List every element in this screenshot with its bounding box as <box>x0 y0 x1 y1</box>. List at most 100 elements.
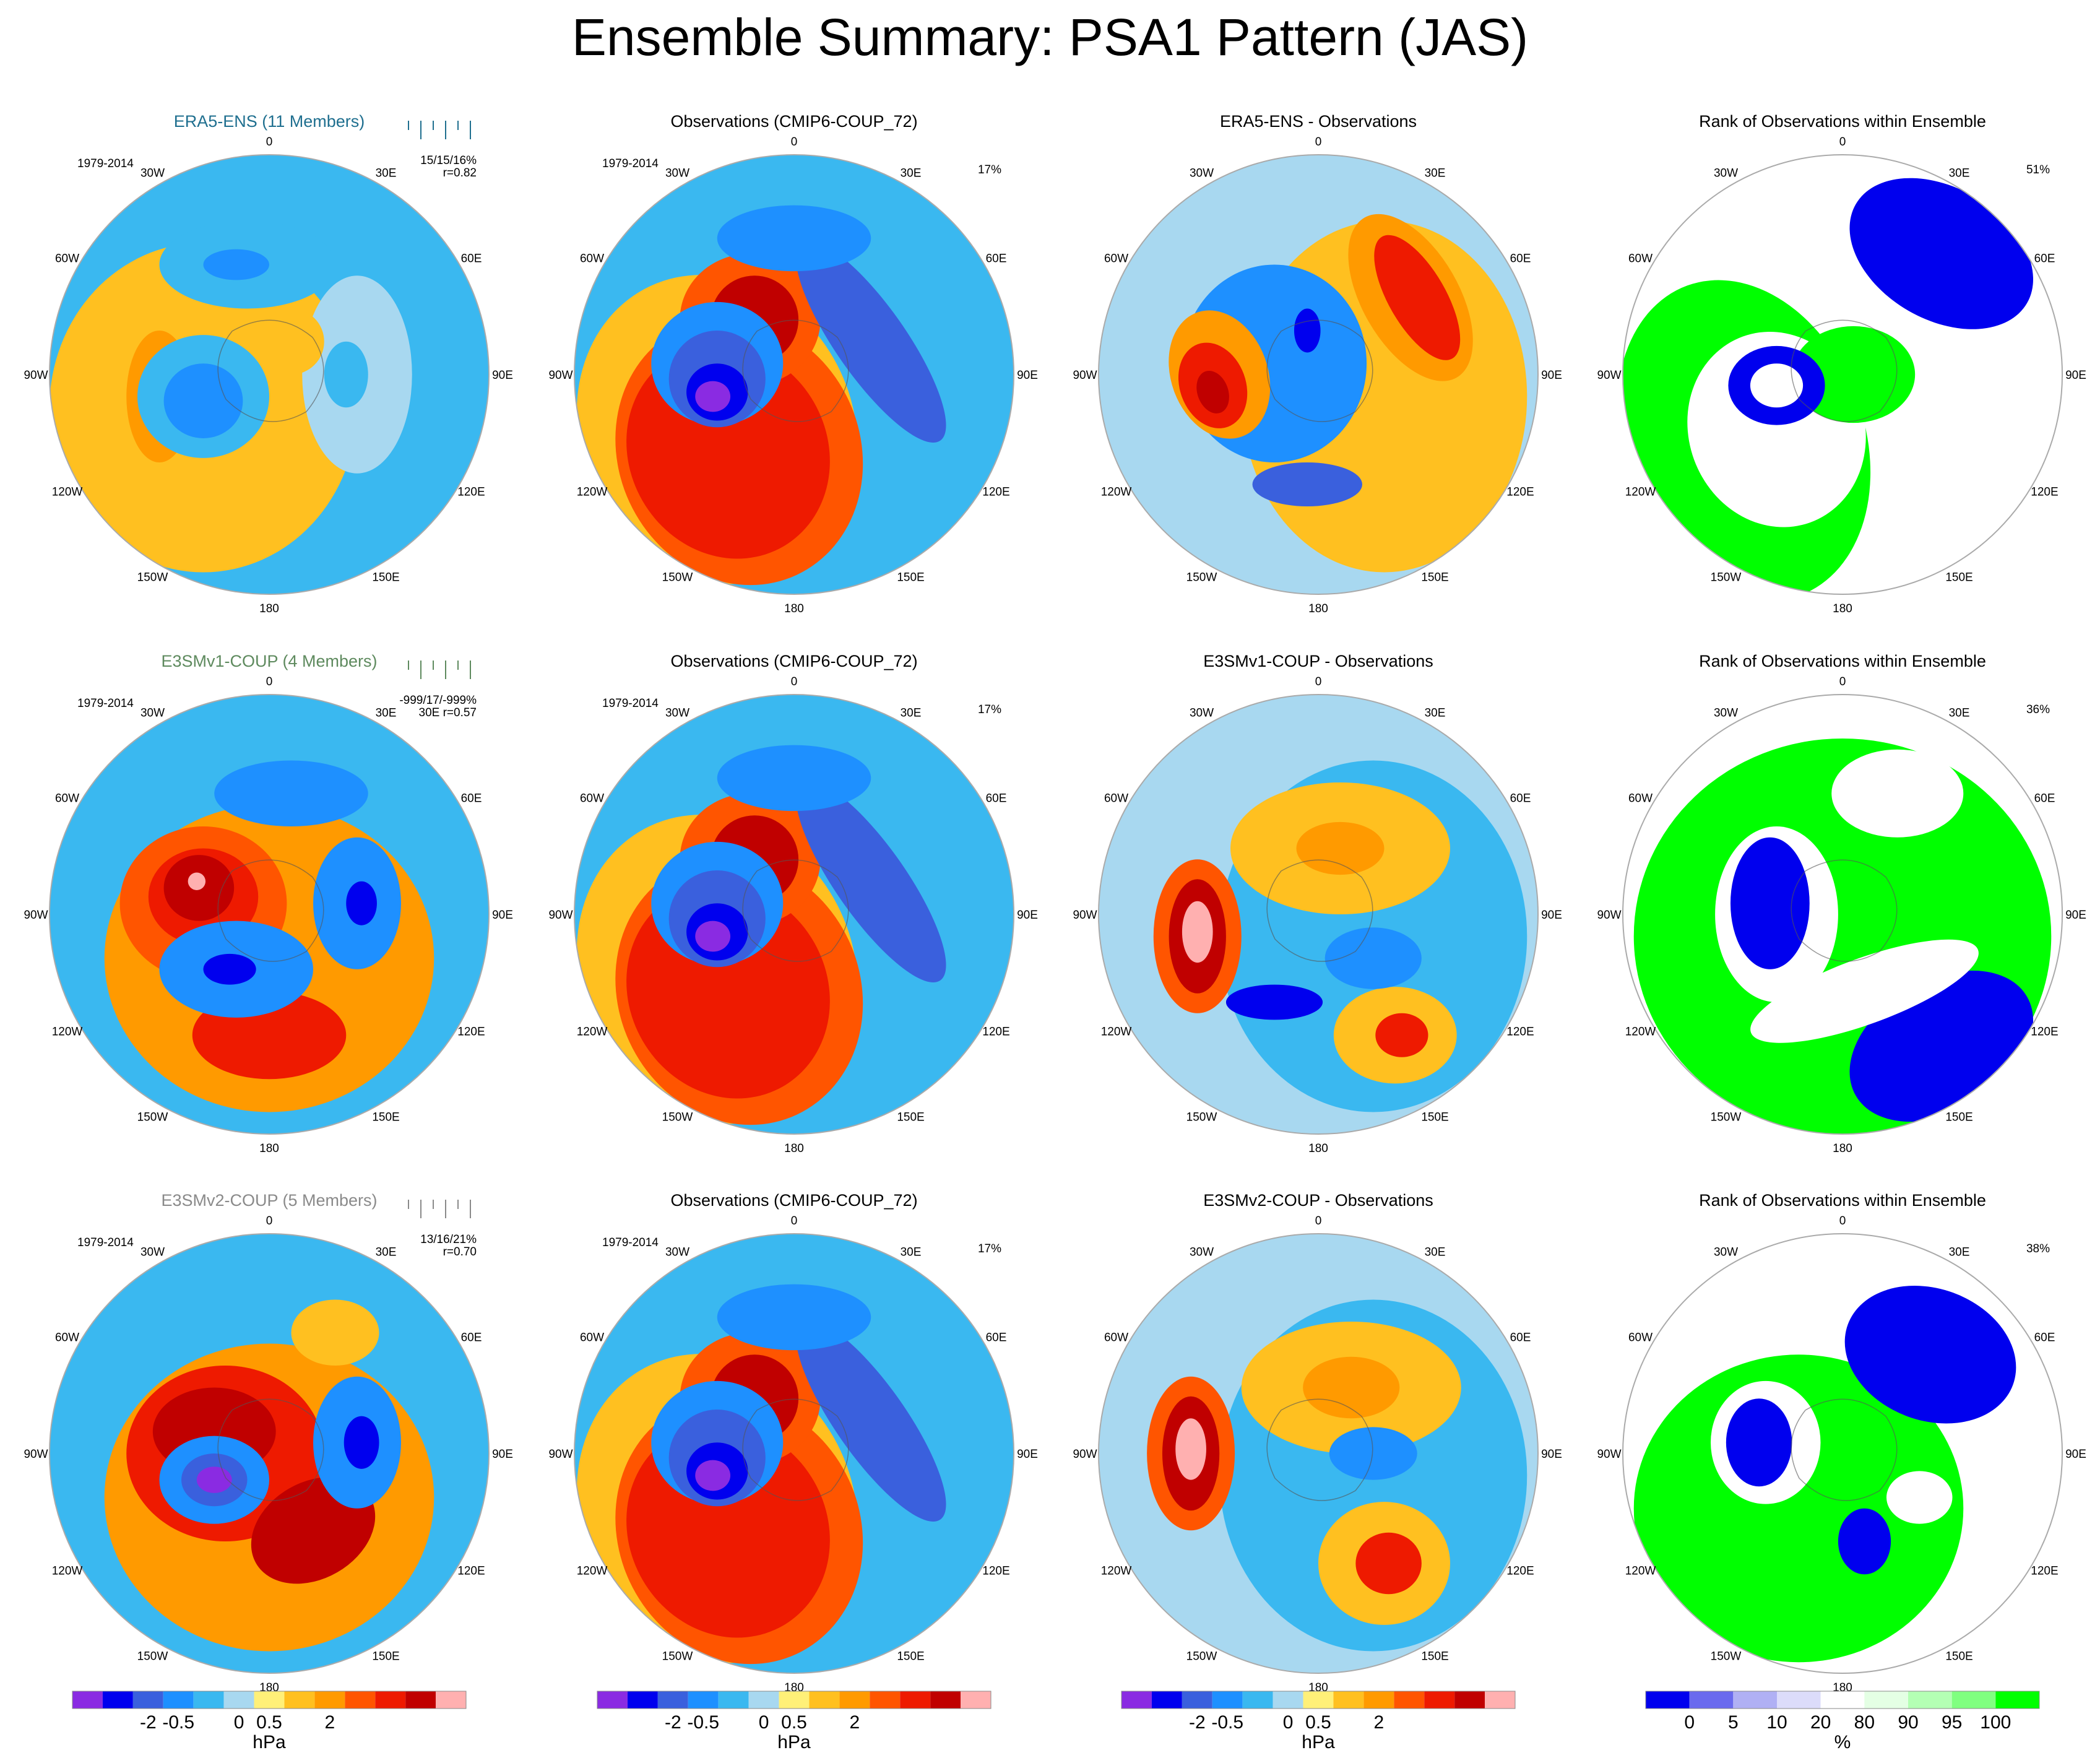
map-panel-r1-c0 <box>50 695 489 1134</box>
lon-label: 120E <box>1506 1565 1534 1578</box>
map-panel-r0-c2 <box>1099 155 1538 594</box>
map-panel-r2-c0 <box>50 1234 489 1673</box>
lon-label: 60W <box>55 253 79 266</box>
lon-label: 120E <box>1506 486 1534 499</box>
lon-label: 120E <box>457 1565 485 1578</box>
map-boundary <box>574 694 1014 1135</box>
lon-label: 120E <box>982 1565 1009 1578</box>
colorbar-tick-label: 0 <box>1684 1712 1695 1733</box>
lon-label: 30E <box>376 167 397 180</box>
lon-label: 30W <box>665 167 689 180</box>
lon-label: 120E <box>2031 1026 2058 1039</box>
ensemble-title: ERA5-ENS (11 Members) <box>174 112 365 131</box>
colorbar-swatch <box>1454 1691 1485 1709</box>
lon-label: 30E <box>1949 1246 1970 1259</box>
lon-label: 90E <box>2065 909 2086 922</box>
colorbar-swatch <box>1303 1691 1334 1709</box>
lon-label: 120E <box>2031 486 2058 499</box>
lon-label: 90E <box>1017 1448 1038 1461</box>
colorbar-swatch <box>1820 1691 1865 1709</box>
colorbar-tick-label: 0 <box>759 1712 769 1733</box>
colorbar-tick-label: 2 <box>325 1712 335 1733</box>
colorbar-swatch <box>1182 1691 1212 1709</box>
lon-label: 30E <box>1949 707 1970 720</box>
colorbar-swatch <box>1121 1691 1152 1709</box>
colorbar-swatch <box>132 1691 163 1709</box>
colorbar-swatch <box>930 1691 961 1709</box>
lon-label: 90W <box>1597 909 1621 922</box>
lon-label: 60W <box>580 792 604 805</box>
obs-title: Observations (CMIP6-COUP_72) <box>670 112 917 131</box>
lon-label: 150W <box>1186 1111 1217 1124</box>
lon-label: 30E <box>1425 1246 1446 1259</box>
lon-label: 120W <box>577 1565 608 1578</box>
period-label: 1979-2014 <box>602 697 659 710</box>
colorbar-tick-label: 95 <box>1942 1712 1962 1733</box>
lon-label: 0 <box>1839 1215 1846 1228</box>
colorbar-tick-label: -2 <box>1189 1712 1206 1733</box>
colorbar-tick-label: 0.5 <box>1305 1712 1331 1733</box>
lon-label: 90W <box>548 909 573 922</box>
colorbar-unit: hPa <box>253 1732 286 1752</box>
lon-label: 180 <box>1308 1142 1328 1155</box>
lon-label: 120W <box>52 486 83 499</box>
corr-label: 30E r=0.57 <box>419 706 477 719</box>
colorbar-swatch <box>1242 1691 1273 1709</box>
colorbar-swatch <box>1424 1691 1455 1709</box>
lon-label: 30E <box>1425 167 1446 180</box>
colorbar-swatch <box>961 1691 991 1709</box>
map-boundary <box>49 694 490 1135</box>
obs-pct-label: 17% <box>978 163 1001 176</box>
lon-label: 90W <box>548 369 573 382</box>
map-panel-r1-c1 <box>574 695 1014 1134</box>
colorbar-swatch <box>1995 1691 2039 1709</box>
lon-label: 120W <box>577 1026 608 1039</box>
colorbar-tick-label: 0.5 <box>256 1712 282 1733</box>
lon-label: 90E <box>1017 369 1038 382</box>
lon-label: 30W <box>1714 707 1738 720</box>
period-label: 1979-2014 <box>77 157 134 170</box>
colorbar-swatch <box>1363 1691 1394 1709</box>
lon-label: 180 <box>784 1142 804 1155</box>
lon-label: 0 <box>266 1215 273 1228</box>
lon-label: 150W <box>137 1111 168 1124</box>
lon-label: 180 <box>1833 1142 1852 1155</box>
colorbar-swatch <box>72 1691 103 1709</box>
page-title: Ensemble Summary: PSA1 Pattern (JAS) <box>571 8 1529 66</box>
lon-label: 60E <box>461 253 482 266</box>
stats-label: 13/16/21% <box>420 1233 477 1246</box>
lon-label: 180 <box>784 602 804 615</box>
corr-label: r=0.82 <box>443 167 477 180</box>
lon-label: 120E <box>982 1026 1009 1039</box>
diff-title: E3SMv1-COUP - Observations <box>1203 652 1433 670</box>
lon-label: 30E <box>901 707 922 720</box>
colorbar-swatch <box>1273 1691 1303 1709</box>
map-boundary <box>49 154 490 595</box>
lon-label: 90E <box>2065 369 2086 382</box>
colorbar-swatch <box>375 1691 406 1709</box>
lon-label: 90E <box>1017 909 1038 922</box>
colorbar-swatch <box>779 1691 810 1709</box>
colorbar-tick-label: 2 <box>1374 1712 1385 1733</box>
lon-label: 150W <box>1711 1650 1742 1663</box>
colorbar-tick-label: -2 <box>665 1712 681 1733</box>
lon-label: 90E <box>492 369 513 382</box>
colorbar-swatch <box>223 1691 254 1709</box>
map-panel-r1-c2 <box>1099 695 1538 1134</box>
lon-label: 90W <box>548 1448 573 1461</box>
lon-label: 60W <box>580 253 604 266</box>
rank-pct-label: 51% <box>2026 163 2050 176</box>
lon-label: 0 <box>791 1215 798 1228</box>
colorbar-swatch <box>102 1691 133 1709</box>
colorbar-unit: hPa <box>777 1732 811 1752</box>
colorbar-tick-label: -0.5 <box>162 1712 194 1733</box>
colorbar-tick-label: -2 <box>140 1712 157 1733</box>
lon-label: 30E <box>1425 707 1446 720</box>
period-label: 1979-2014 <box>77 1236 134 1249</box>
rank-colorbar: 0 5 10 20 80 90 95 100% <box>1645 1691 2040 1752</box>
lon-label: 150E <box>1945 571 1973 584</box>
lon-label: 150E <box>897 571 924 584</box>
map-panel-r0-c3 <box>1623 155 2062 594</box>
colorbar-tick-label: -0.5 <box>687 1712 719 1733</box>
